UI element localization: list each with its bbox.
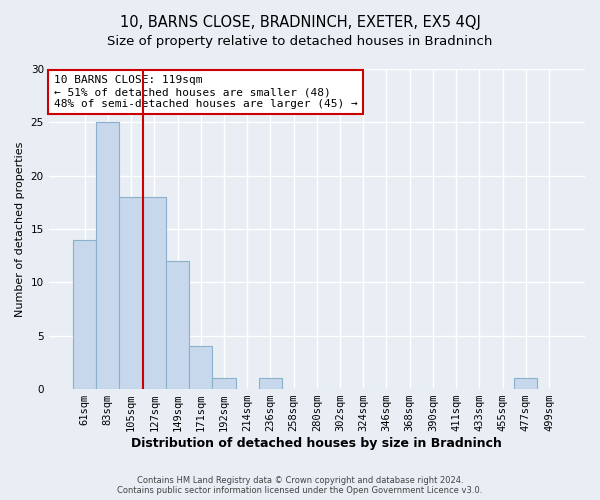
Bar: [119, 197, 143, 389]
Bar: [259, 378, 282, 389]
Text: 10 BARNS CLOSE: 119sqm
← 51% of detached houses are smaller (48)
48% of semi-det: 10 BARNS CLOSE: 119sqm ← 51% of detached…: [54, 76, 358, 108]
X-axis label: Distribution of detached houses by size in Bradninch: Distribution of detached houses by size …: [131, 437, 502, 450]
Bar: [212, 378, 236, 389]
Y-axis label: Number of detached properties: Number of detached properties: [15, 142, 25, 316]
Bar: [514, 378, 538, 389]
Bar: [73, 240, 96, 389]
Bar: [143, 197, 166, 389]
Bar: [166, 261, 189, 389]
Text: Size of property relative to detached houses in Bradninch: Size of property relative to detached ho…: [107, 35, 493, 48]
Bar: [189, 346, 212, 389]
Text: 10, BARNS CLOSE, BRADNINCH, EXETER, EX5 4QJ: 10, BARNS CLOSE, BRADNINCH, EXETER, EX5 …: [119, 15, 481, 30]
Text: Contains HM Land Registry data © Crown copyright and database right 2024.
Contai: Contains HM Land Registry data © Crown c…: [118, 476, 482, 495]
Bar: [96, 122, 119, 389]
